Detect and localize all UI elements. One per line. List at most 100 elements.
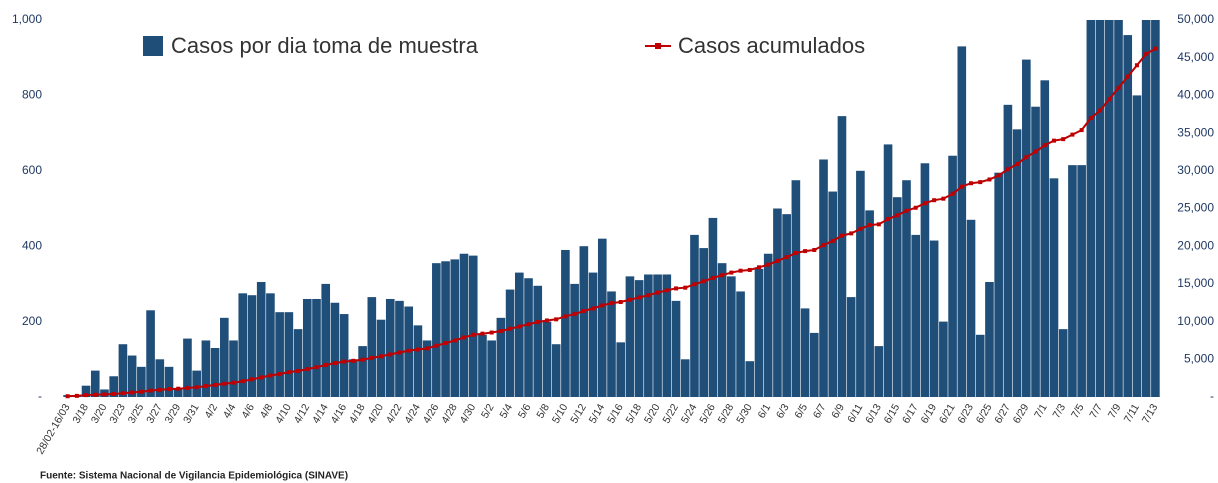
x-tick-label: 4/2 — [202, 402, 220, 421]
marker — [674, 286, 679, 291]
marker — [683, 285, 688, 290]
marker — [84, 393, 89, 398]
marker — [369, 355, 374, 360]
bar — [487, 340, 496, 397]
bar — [293, 329, 303, 397]
marker — [1144, 51, 1149, 56]
bar — [680, 359, 690, 397]
bar — [432, 263, 441, 397]
bar — [1031, 106, 1040, 398]
marker — [425, 346, 430, 351]
y-tick-label: 200 — [22, 314, 42, 328]
bar — [137, 366, 146, 397]
marker — [1098, 108, 1103, 113]
x-tick-label: 4/14 — [310, 402, 331, 426]
x-tick-label: 6/1 — [756, 402, 774, 421]
bar — [1086, 20, 1096, 398]
bar — [1141, 20, 1151, 398]
x-tick-label: 7/13 — [1140, 402, 1161, 426]
marker — [130, 390, 135, 395]
bar — [883, 144, 893, 397]
bar — [127, 355, 137, 397]
marker — [462, 335, 467, 340]
x-tick-label: 5/8 — [534, 402, 552, 421]
bar — [551, 344, 561, 397]
bar — [155, 359, 165, 397]
marker — [922, 201, 927, 206]
marker — [1070, 132, 1075, 137]
x-tick-label: 5/30 — [734, 402, 755, 426]
bar — [625, 276, 635, 397]
marker — [646, 293, 651, 298]
bar — [1104, 20, 1114, 397]
bar — [505, 289, 515, 397]
bar — [450, 259, 460, 397]
bar — [699, 248, 708, 397]
marker — [351, 358, 356, 363]
marker — [471, 332, 476, 337]
x-tick-label: 5/10 — [550, 402, 571, 426]
y2-tick-label: 25,000 — [1177, 201, 1214, 215]
bar — [321, 283, 331, 397]
bar — [791, 180, 801, 397]
marker — [784, 255, 789, 260]
marker — [185, 385, 190, 390]
y2-tick-label: 40,000 — [1177, 88, 1214, 102]
bar — [81, 385, 91, 397]
x-tick-label: 5/18 — [624, 402, 645, 426]
marker — [950, 191, 955, 196]
marker — [1134, 63, 1139, 68]
marker — [1079, 128, 1084, 133]
marker — [231, 380, 236, 385]
x-tick-label: 6/25 — [974, 402, 995, 426]
bar — [266, 293, 275, 397]
bar — [856, 170, 865, 397]
bar — [966, 219, 976, 397]
bar — [717, 263, 727, 397]
x-tick-label: 7/5 — [1069, 402, 1087, 421]
bar — [690, 234, 699, 397]
marker — [415, 347, 420, 352]
y-tick-label: - — [38, 389, 42, 403]
y2-tick-label: 20,000 — [1177, 238, 1214, 252]
bar — [229, 340, 238, 397]
x-tick-label: 4/4 — [221, 402, 239, 421]
x-tick-label: 4/20 — [365, 402, 386, 426]
marker — [203, 384, 208, 389]
x-tick-label: 4/16 — [329, 402, 350, 426]
bar — [1012, 129, 1022, 397]
bar — [164, 366, 174, 397]
y2-tick-label: 50,000 — [1177, 12, 1214, 26]
x-tick-label: 6/11 — [845, 402, 865, 425]
marker — [508, 326, 513, 331]
x-tick-label: 5/6 — [516, 402, 534, 421]
marker — [452, 338, 457, 343]
marker — [959, 184, 964, 189]
bar — [247, 295, 257, 397]
bar — [736, 291, 745, 397]
bar — [985, 282, 994, 397]
marker — [563, 314, 568, 319]
bar — [607, 291, 616, 397]
marker — [102, 392, 107, 397]
x-tick-label: 6/19 — [919, 402, 940, 426]
x-tick-label: 7/3 — [1051, 402, 1069, 421]
marker — [544, 318, 549, 323]
bar — [634, 280, 644, 397]
marker — [277, 372, 282, 377]
x-tick-label: 7/11 — [1122, 402, 1142, 425]
x-tick-label: 4/8 — [258, 402, 276, 421]
x-tick-label: 5/28 — [716, 402, 737, 426]
marker — [286, 370, 291, 375]
marker — [729, 270, 734, 275]
x-tick-label: 6/7 — [811, 402, 829, 421]
bar — [146, 310, 155, 397]
y2-tick-label: 15,000 — [1177, 276, 1214, 290]
marker — [240, 379, 245, 384]
bar — [496, 317, 506, 397]
bar — [874, 346, 884, 397]
y-tick-label: 800 — [22, 88, 42, 102]
marker — [701, 279, 706, 284]
marker — [812, 247, 817, 252]
marker — [93, 392, 98, 397]
